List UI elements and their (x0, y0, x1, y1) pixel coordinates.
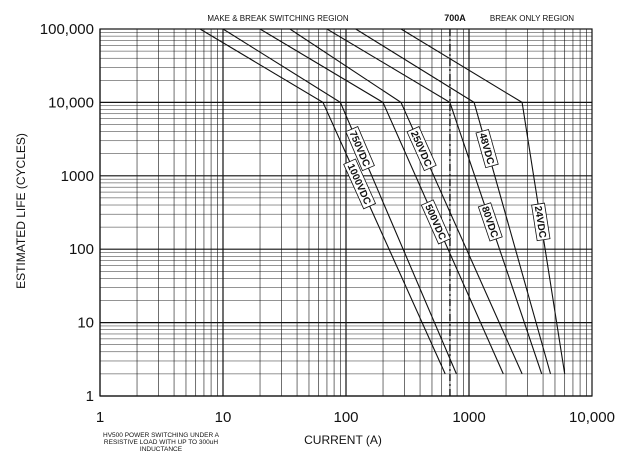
series-line-80vdc (326, 28, 543, 375)
x-axis-title: CURRENT (A) (304, 433, 382, 447)
series-line-24vdc (400, 28, 566, 374)
y-tick-labels: 1 10 100 1000 10,000 100,000 (40, 21, 94, 405)
series-label-24vdc: 24VDC (531, 202, 551, 242)
x-tick-label: 100 (333, 409, 358, 426)
series-line-750vdc (222, 28, 457, 375)
x-tick-labels: 1 10 100 1000 10,000 (96, 409, 615, 426)
series-label-box (345, 126, 375, 172)
series-label-box (477, 202, 503, 242)
y-axis-title: ESTIMATED LIFE (CYCLES) (14, 133, 28, 289)
y-tick-label: 10 (77, 315, 94, 332)
minor-grid (100, 29, 592, 396)
series-line-500vdc (259, 28, 504, 375)
series-label-box (475, 129, 499, 169)
series-label-box (406, 126, 437, 172)
series-line-48vdc (355, 28, 552, 375)
x-tick-label: 10,000 (569, 409, 615, 426)
series-label-48vdc: 48VDC (475, 129, 499, 169)
region-label-left: MAKE & BREAK SWITCHING REGION (207, 14, 349, 23)
threshold-label: 700A (444, 13, 466, 23)
plot-frame (99, 28, 593, 397)
series-line-1000vdc (199, 28, 446, 375)
y-tick-label: 100,000 (40, 21, 94, 38)
series-label-text: 24VDC (532, 205, 548, 239)
y-tick-label: 1000 (61, 168, 94, 185)
footnote-line-3: INDUCTANCE (140, 446, 183, 453)
footnote-line-1: HV500 POWER SWITCHING UNDER A (103, 432, 220, 439)
series-label-box (420, 199, 451, 245)
footnote-line-2: RESISTIVE LOAD WITH UP TO 300uH (104, 439, 218, 446)
series-line-250vdc (289, 28, 523, 375)
region-label-right: BREAK ONLY REGION (490, 14, 574, 23)
x-tick-label: 1000 (452, 409, 485, 426)
series-label-80vdc: 80VDC (477, 202, 503, 242)
y-tick-label: 100 (69, 241, 94, 258)
series-label-500vdc: 500VDC (420, 199, 451, 245)
series-label-box (531, 202, 551, 242)
x-tick-label: 10 (215, 409, 232, 426)
series-label-box (343, 158, 377, 210)
x-tick-label: 1 (96, 409, 104, 426)
y-tick-label: 1 (86, 388, 94, 405)
y-tick-label: 10,000 (48, 94, 94, 111)
